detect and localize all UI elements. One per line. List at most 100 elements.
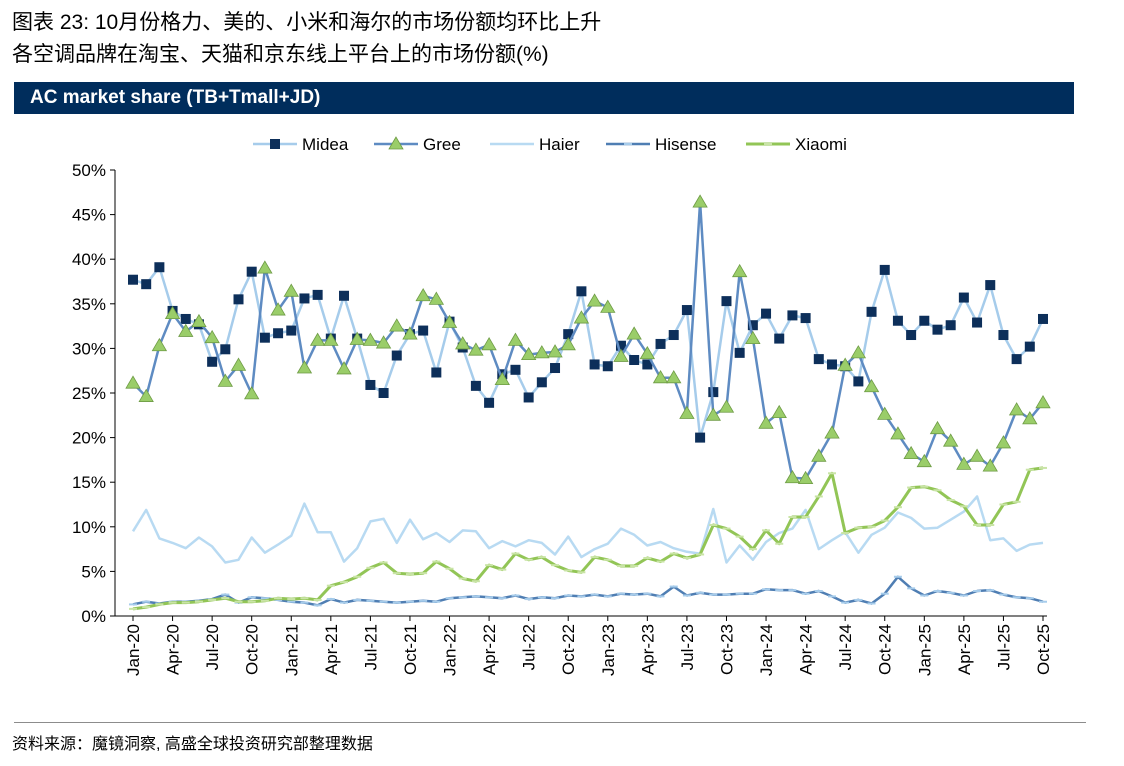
legend-item-hisense: Hisense xyxy=(606,135,716,154)
midea-point xyxy=(523,392,534,403)
chart-title: AC market share (TB+Tmall+JD) xyxy=(30,87,321,108)
legend-label-gree: Gree xyxy=(423,135,461,154)
x-tick-label: Oct-24 xyxy=(876,624,895,675)
midea-point xyxy=(800,313,811,324)
midea-point xyxy=(484,397,495,408)
midea-point xyxy=(550,363,561,374)
chart-title-banner: AC market share (TB+Tmall+JD) xyxy=(14,82,1074,114)
midea-point xyxy=(958,292,969,303)
x-tick-label: Apr-22 xyxy=(480,624,499,675)
x-tick-label: Jan-24 xyxy=(757,624,776,676)
series-gree xyxy=(125,194,1051,485)
gree-point xyxy=(718,399,735,413)
legend-marker-gree xyxy=(388,136,404,150)
midea-point xyxy=(747,320,758,331)
midea-point xyxy=(391,350,402,361)
x-tick-label: Oct-22 xyxy=(559,624,578,675)
legend-label-hisense: Hisense xyxy=(655,135,716,154)
gree-point xyxy=(890,426,906,440)
midea-point xyxy=(787,310,798,321)
midea-point xyxy=(972,317,983,328)
x-tick-label: Jan-23 xyxy=(599,624,618,676)
gree-point xyxy=(415,287,431,302)
gree-point xyxy=(956,456,972,470)
gree-point xyxy=(362,332,379,346)
midea-point xyxy=(919,315,930,326)
hisense-line xyxy=(132,575,1044,607)
midea-point xyxy=(826,359,837,370)
midea-point xyxy=(1024,341,1035,352)
gree-point xyxy=(230,357,247,371)
x-tick-label: Apr-23 xyxy=(638,624,657,675)
gree-point xyxy=(204,329,220,344)
x-tick-label: Apr-20 xyxy=(164,624,183,675)
gree-point xyxy=(705,407,721,421)
midea-point xyxy=(286,325,297,336)
gree-point xyxy=(679,405,695,419)
gree-point xyxy=(164,305,181,320)
gree-point xyxy=(309,332,326,346)
gree-point xyxy=(666,370,682,384)
y-tick-label: 10% xyxy=(72,518,106,537)
gree-point xyxy=(969,448,985,462)
legend-item-midea: Midea xyxy=(253,135,349,154)
midea-point xyxy=(299,293,310,304)
midea-point xyxy=(563,329,574,340)
gree-point xyxy=(494,371,510,386)
gree-point xyxy=(942,433,959,447)
midea-point xyxy=(273,328,284,339)
midea-point xyxy=(629,354,640,365)
midea-point xyxy=(853,376,864,387)
midea-point xyxy=(418,325,429,336)
gree-point xyxy=(639,345,656,360)
legend-label-haier: Haier xyxy=(539,135,580,154)
midea-point xyxy=(141,279,152,290)
gree-point xyxy=(178,323,194,337)
x-tick-label: Jan-22 xyxy=(441,624,460,676)
series-hisense xyxy=(129,575,1047,607)
gree-point xyxy=(903,445,919,460)
x-tick-label: Apr-24 xyxy=(797,624,816,675)
series-haier xyxy=(131,495,1044,564)
midea-point xyxy=(879,264,890,275)
x-tick-label: Jan-20 xyxy=(124,624,143,676)
figure-subtitle: 各空调品牌在淘宝、天猫和京东线上平台上的市场份额(%) xyxy=(12,43,549,66)
x-tick-label: Oct-21 xyxy=(401,624,420,675)
source-note: 资料来源：魔镜洞察, 高盛全球投资研究部整理数据 xyxy=(12,736,373,753)
gree-point xyxy=(151,337,168,352)
x-tick-label: Jul-21 xyxy=(361,624,380,670)
y-tick-label: 0% xyxy=(81,607,106,626)
x-tick-label: Jul-25 xyxy=(994,624,1013,670)
gree-point xyxy=(652,370,669,384)
x-tick-label: Jul-20 xyxy=(203,624,222,670)
midea-point xyxy=(813,354,824,365)
midea-point xyxy=(695,432,706,443)
midea-point xyxy=(233,294,244,305)
midea-point xyxy=(1038,313,1048,324)
gree-point xyxy=(995,435,1012,449)
gree-point xyxy=(455,336,471,350)
midea-line xyxy=(132,265,1045,439)
midea-point xyxy=(945,320,956,331)
legend-label-midea: Midea xyxy=(302,135,349,154)
gree-point xyxy=(243,386,260,400)
gree-point xyxy=(863,378,880,393)
gree-point xyxy=(191,313,207,328)
gree-point xyxy=(573,310,590,324)
gree-point xyxy=(771,404,787,419)
y-tick-label: 45% xyxy=(72,206,106,225)
gree-point xyxy=(837,357,853,371)
gree-point xyxy=(586,293,603,307)
gree-point xyxy=(982,458,998,472)
midea-point xyxy=(985,280,996,291)
midea-point xyxy=(892,315,903,326)
midea-point xyxy=(681,305,692,316)
y-tick-label: 50% xyxy=(72,161,106,180)
x-tick-label: Apr-25 xyxy=(955,624,974,675)
gree-point xyxy=(758,415,774,429)
y-tick-label: 40% xyxy=(72,250,106,269)
series-midea xyxy=(128,262,1048,443)
midea-point xyxy=(365,379,376,390)
gree-point xyxy=(731,263,748,278)
gree-point xyxy=(1022,411,1038,425)
